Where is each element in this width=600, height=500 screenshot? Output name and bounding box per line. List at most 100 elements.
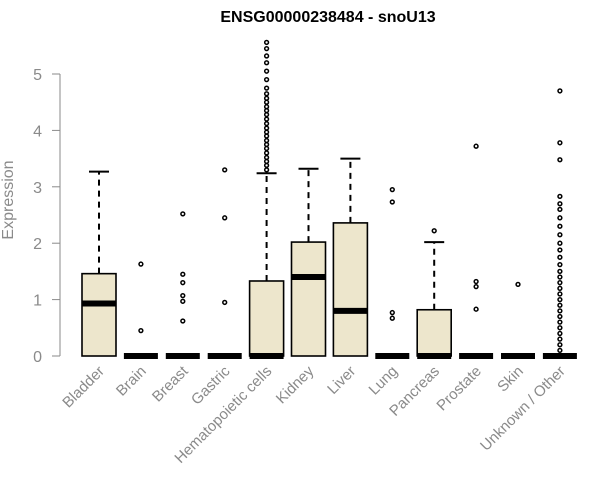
outlier-point <box>557 330 563 337</box>
box-breast <box>165 211 200 359</box>
outlier-point <box>222 215 228 221</box>
outlier-point <box>389 199 395 205</box>
outlier-point <box>263 120 270 127</box>
x-tick-label: Bladder <box>59 363 108 412</box>
outlier-point <box>473 278 479 285</box>
x-tick-label: Breast <box>149 362 192 405</box>
outlier-point <box>473 283 479 290</box>
outlier-point <box>180 280 186 286</box>
box-skin <box>501 281 535 359</box>
outlier-point <box>431 228 437 234</box>
outlier-point <box>557 285 563 291</box>
outlier-point <box>263 125 270 131</box>
box-body <box>290 241 327 357</box>
outlier-point <box>263 39 270 46</box>
x-tick-label: Liver <box>324 363 359 398</box>
outlier-point <box>557 308 563 314</box>
outlier-point <box>557 313 563 320</box>
box-lung <box>375 186 410 359</box>
x-tick-label: Kidney <box>273 362 318 407</box>
outlier-point <box>557 193 563 200</box>
outlier-point <box>557 215 563 221</box>
y-tick-label: 0 <box>33 349 42 366</box>
outlier-point <box>263 76 270 83</box>
y-axis: 0 1 2 3 4 5 <box>33 67 61 366</box>
outlier-point <box>557 232 563 238</box>
outlier-point <box>263 116 270 122</box>
outlier-point <box>557 274 563 280</box>
box-gastric <box>207 167 242 359</box>
outlier-point <box>557 247 563 253</box>
outlier-point <box>263 167 270 173</box>
outlier-point <box>263 91 270 97</box>
y-tick-label: 4 <box>33 123 42 140</box>
x-tick-label: Skin <box>494 363 527 396</box>
box-body <box>416 308 453 357</box>
outlier-point <box>180 211 186 217</box>
x-tick-label: Brain <box>113 363 150 400</box>
outlier-point <box>557 347 563 354</box>
outlier-point <box>389 315 395 321</box>
outlier-point <box>557 240 563 246</box>
outlier-point <box>180 318 186 324</box>
outlier-point <box>263 45 270 52</box>
outlier-point <box>473 306 479 312</box>
outlier-point <box>263 104 270 110</box>
outlier-point <box>263 60 270 66</box>
outlier-point <box>180 293 186 299</box>
outlier-point <box>557 140 563 146</box>
outlier-point <box>180 271 186 277</box>
outlier-point <box>263 95 270 101</box>
outlier-point <box>222 299 228 306</box>
box-body <box>332 222 369 357</box>
outlier-point <box>557 206 563 213</box>
outlier-point <box>557 280 563 286</box>
outlier-point <box>557 319 563 325</box>
chart-title: ENSG00000238484 - snoU13 <box>220 9 435 26</box>
outlier-point <box>557 201 563 207</box>
box-bladder <box>81 170 117 357</box>
x-tick-label: Lung <box>366 363 402 399</box>
outlier-point <box>263 53 270 59</box>
outlier-point <box>263 150 270 156</box>
outlier-point <box>557 261 563 268</box>
outlier-point <box>389 309 395 316</box>
box-brain <box>123 261 158 359</box>
outlier-point <box>557 296 563 303</box>
y-tick-label: 3 <box>33 180 42 197</box>
outlier-point <box>557 336 563 342</box>
box-unknown-other <box>542 88 577 359</box>
box-body <box>248 280 285 357</box>
outlier-point <box>138 327 144 334</box>
outlier-point <box>557 157 563 163</box>
outlier-point <box>557 254 563 260</box>
outlier-point <box>263 85 270 91</box>
y-axis-label: Expression <box>0 160 17 239</box>
box-kidney <box>290 167 327 357</box>
y-tick-label: 1 <box>33 293 42 310</box>
y-tick-label: 2 <box>33 236 42 253</box>
outlier-point <box>557 268 563 275</box>
outlier-point <box>557 88 563 94</box>
outlier-point <box>222 167 228 173</box>
outlier-point <box>557 223 563 229</box>
outlier-point <box>557 291 563 297</box>
outlier-point <box>557 325 563 331</box>
outlier-point <box>473 143 479 149</box>
outlier-point <box>515 281 521 288</box>
box-prostate <box>459 143 494 359</box>
box-hematopoietic-cells <box>248 39 285 359</box>
boxes <box>81 39 577 359</box>
box-liver <box>332 157 369 357</box>
y-tick-label: 5 <box>33 67 42 84</box>
outlier-point <box>263 137 270 144</box>
box-pancreas <box>416 228 453 359</box>
box-body <box>81 272 117 357</box>
outlier-point <box>263 154 270 161</box>
outlier-point <box>389 186 395 193</box>
outlier-point <box>557 302 563 308</box>
outlier-point <box>138 261 144 267</box>
outlier-point <box>180 298 186 304</box>
